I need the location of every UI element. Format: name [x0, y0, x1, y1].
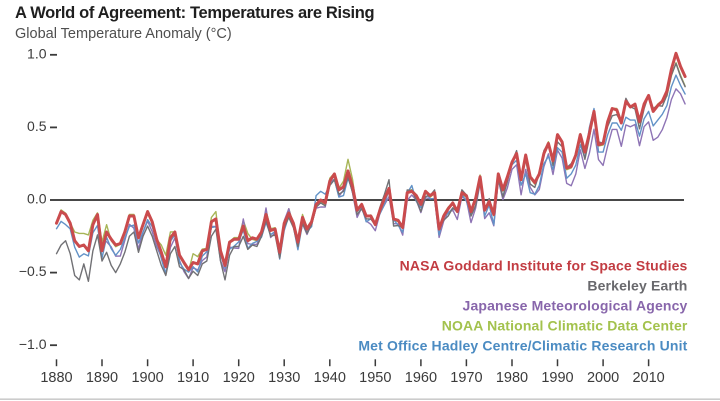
- svg-text:−1.0: −1.0: [19, 336, 47, 352]
- svg-text:Met Office Hadley Centre/Clima: Met Office Hadley Centre/Climatic Resear…: [358, 337, 687, 353]
- svg-text:1930: 1930: [268, 370, 300, 386]
- svg-text:1880: 1880: [40, 370, 72, 386]
- svg-text:1890: 1890: [86, 370, 118, 386]
- svg-text:0.5: 0.5: [27, 118, 47, 134]
- svg-text:Global Temperature Anomaly (°C: Global Temperature Anomaly (°C): [15, 26, 232, 42]
- svg-text:1990: 1990: [541, 370, 573, 386]
- svg-text:NASA Goddard Institute for Spa: NASA Goddard Institute for Space Studies: [400, 257, 688, 273]
- svg-text:2000: 2000: [587, 370, 619, 386]
- svg-text:1920: 1920: [223, 370, 255, 386]
- svg-text:−0.5: −0.5: [19, 263, 47, 279]
- svg-text:1980: 1980: [496, 370, 528, 386]
- svg-text:1970: 1970: [450, 370, 482, 386]
- svg-text:1910: 1910: [177, 370, 209, 386]
- svg-text:1.0: 1.0: [27, 45, 47, 61]
- svg-text:Japanese Meteorological Agency: Japanese Meteorological Agency: [463, 297, 688, 313]
- svg-text:A World of Agreement: Temperat: A World of Agreement: Temperatures are R…: [15, 4, 374, 22]
- svg-text:2010: 2010: [632, 370, 664, 386]
- svg-text:Berkeley Earth: Berkeley Earth: [587, 277, 687, 293]
- svg-text:1940: 1940: [314, 370, 346, 386]
- svg-text:0.0: 0.0: [27, 191, 47, 207]
- svg-text:1960: 1960: [405, 370, 437, 386]
- svg-text:1900: 1900: [131, 370, 163, 386]
- svg-text:NOAA National Climatic Data Ce: NOAA National Climatic Data Center: [442, 317, 688, 333]
- svg-text:1950: 1950: [359, 370, 391, 386]
